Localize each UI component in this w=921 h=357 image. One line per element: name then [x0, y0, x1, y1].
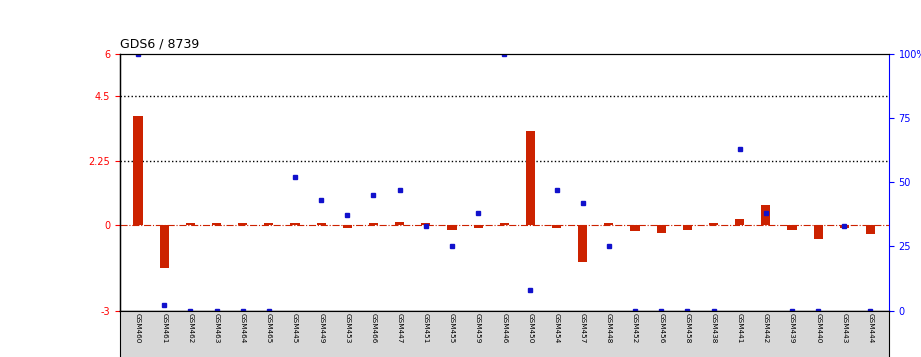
Bar — [421, 223, 430, 225]
Bar — [134, 116, 143, 225]
Bar — [239, 223, 247, 225]
Bar — [317, 223, 326, 225]
Text: GDS6 / 8739: GDS6 / 8739 — [120, 38, 199, 51]
Bar — [840, 225, 849, 228]
Text: GSM447: GSM447 — [397, 313, 402, 343]
Text: GSM453: GSM453 — [344, 313, 350, 343]
Text: GSM449: GSM449 — [318, 313, 324, 343]
Bar — [631, 225, 639, 231]
Bar — [604, 223, 613, 225]
Text: GSM460: GSM460 — [135, 313, 141, 343]
Text: GSM456: GSM456 — [659, 313, 664, 343]
Text: GSM462: GSM462 — [187, 313, 193, 343]
Bar — [473, 225, 483, 228]
Text: GSM452: GSM452 — [632, 313, 638, 343]
Text: GSM439: GSM439 — [789, 313, 795, 343]
Text: GSM441: GSM441 — [737, 313, 742, 343]
Bar — [264, 223, 274, 225]
Bar — [866, 225, 875, 234]
Bar — [578, 225, 588, 262]
Text: GSM458: GSM458 — [684, 313, 691, 343]
Text: GSM442: GSM442 — [763, 313, 769, 343]
Text: GSM440: GSM440 — [815, 313, 822, 343]
Text: GSM443: GSM443 — [841, 313, 847, 343]
Bar — [552, 225, 561, 228]
Text: GSM445: GSM445 — [292, 313, 298, 343]
Text: GSM446: GSM446 — [501, 313, 507, 343]
Text: GSM465: GSM465 — [266, 313, 272, 343]
Bar — [735, 218, 744, 225]
Bar — [657, 225, 666, 233]
Text: GSM464: GSM464 — [239, 313, 246, 343]
Text: GSM463: GSM463 — [214, 313, 219, 343]
Bar — [395, 222, 404, 225]
Bar — [682, 225, 692, 230]
Bar — [709, 223, 718, 225]
Text: GSM457: GSM457 — [579, 313, 586, 343]
Bar — [787, 225, 797, 230]
Bar — [500, 223, 508, 225]
Bar — [159, 225, 169, 268]
Text: GSM451: GSM451 — [423, 313, 429, 343]
Text: GSM438: GSM438 — [710, 313, 717, 343]
Text: GSM459: GSM459 — [475, 313, 481, 343]
Text: GSM466: GSM466 — [370, 313, 377, 343]
Bar — [343, 225, 352, 228]
Bar — [369, 223, 378, 225]
Bar — [762, 205, 770, 225]
Text: GSM448: GSM448 — [606, 313, 612, 343]
Text: GSM444: GSM444 — [868, 313, 873, 343]
Bar — [813, 225, 822, 239]
Text: GSM461: GSM461 — [161, 313, 168, 343]
Bar — [290, 223, 299, 225]
Text: GSM454: GSM454 — [554, 313, 560, 343]
Text: GSM455: GSM455 — [449, 313, 455, 343]
Bar — [526, 131, 535, 225]
Bar — [186, 223, 195, 225]
Text: GSM450: GSM450 — [528, 313, 533, 343]
Bar — [212, 223, 221, 225]
Bar — [448, 225, 457, 230]
